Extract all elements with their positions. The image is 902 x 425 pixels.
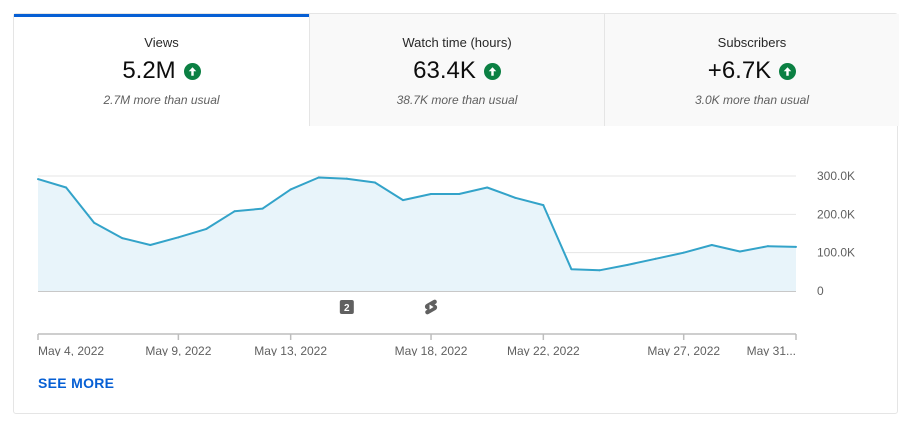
arrow-up-circle-icon (483, 62, 501, 80)
analytics-card: Views 5.2M 2.7M more than usual Watch ti… (13, 13, 899, 414)
data-point (37, 178, 39, 181)
tab-value: 63.4K (413, 57, 476, 84)
see-more-link[interactable]: SEE MORE (38, 375, 115, 391)
chart-svg: 0 100.0K 200.0K 300.0K 2 May 4, 2022 May 9, 20… (37, 169, 855, 358)
data-point (205, 227, 208, 230)
data-point (345, 177, 348, 180)
tab-sub: 2.7M more than usual (103, 93, 220, 107)
data-point (795, 245, 797, 248)
y-tick-label: 0 (817, 284, 824, 298)
data-point (738, 250, 741, 253)
data-point (149, 244, 152, 246)
series-area (38, 177, 796, 291)
x-tick-label: May 18, 2022 (395, 344, 468, 356)
data-point (177, 236, 180, 239)
data-point (682, 251, 685, 254)
data-point (261, 207, 264, 210)
data-point (458, 193, 461, 196)
data-point (121, 237, 124, 240)
tab-value: +6.7K (707, 57, 772, 84)
data-point (626, 263, 629, 266)
tab-sub: 38.7K more than usual (396, 93, 518, 107)
data-point (93, 221, 96, 224)
series-line (37, 176, 797, 272)
y-tick-label: 100.0K (817, 246, 855, 260)
tab-subscribers[interactable]: Subscribers +6.7K 3.0K more than usual (604, 14, 899, 126)
data-point (486, 186, 489, 189)
data-point (233, 210, 236, 213)
arrow-up-circle-icon (183, 62, 201, 80)
x-tick-label: May 4, 2022 (38, 344, 104, 356)
data-point (570, 268, 573, 271)
data-point (289, 188, 292, 191)
video-badge-count: 2 (344, 303, 350, 314)
x-tick-label: May 31... (747, 344, 796, 356)
tab-label: Subscribers (717, 35, 787, 50)
shorts-icon (424, 299, 438, 315)
data-point (542, 204, 545, 207)
data-point (710, 244, 713, 246)
arrow-up-circle-icon (779, 62, 797, 80)
data-point (430, 193, 433, 196)
y-tick-label: 200.0K (817, 207, 855, 221)
data-point (317, 176, 320, 179)
data-point (514, 196, 517, 199)
tab-views[interactable]: Views 5.2M 2.7M more than usual (14, 14, 309, 126)
video-badge-icon (339, 300, 354, 314)
data-point (401, 199, 404, 202)
x-tick-label: May 13, 2022 (254, 344, 327, 356)
data-point (65, 186, 68, 189)
data-point (654, 257, 657, 260)
data-point (766, 245, 769, 248)
tab-value: 5.2M (122, 57, 176, 84)
x-tick-label: May 9, 2022 (145, 344, 211, 356)
x-tick-label: May 22, 2022 (507, 344, 580, 356)
data-point (598, 269, 601, 272)
tab-sub: 3.0K more than usual (694, 93, 810, 107)
x-tick-label: May 27, 2022 (647, 344, 720, 356)
metric-tabs: Views 5.2M 2.7M more than usual Watch ti… (14, 14, 899, 126)
tab-label: Watch time (hours) (402, 35, 512, 50)
views-chart: 0 100.0K 200.0K 300.0K 2 May 4, 2022 May 9, 20… (14, 126, 899, 358)
tab-watch-time[interactable]: Watch time (hours) 63.4K 38.7K more than… (309, 14, 604, 126)
data-point (373, 181, 376, 184)
y-tick-label: 300.0K (817, 169, 855, 183)
tab-label: Views (144, 35, 179, 50)
